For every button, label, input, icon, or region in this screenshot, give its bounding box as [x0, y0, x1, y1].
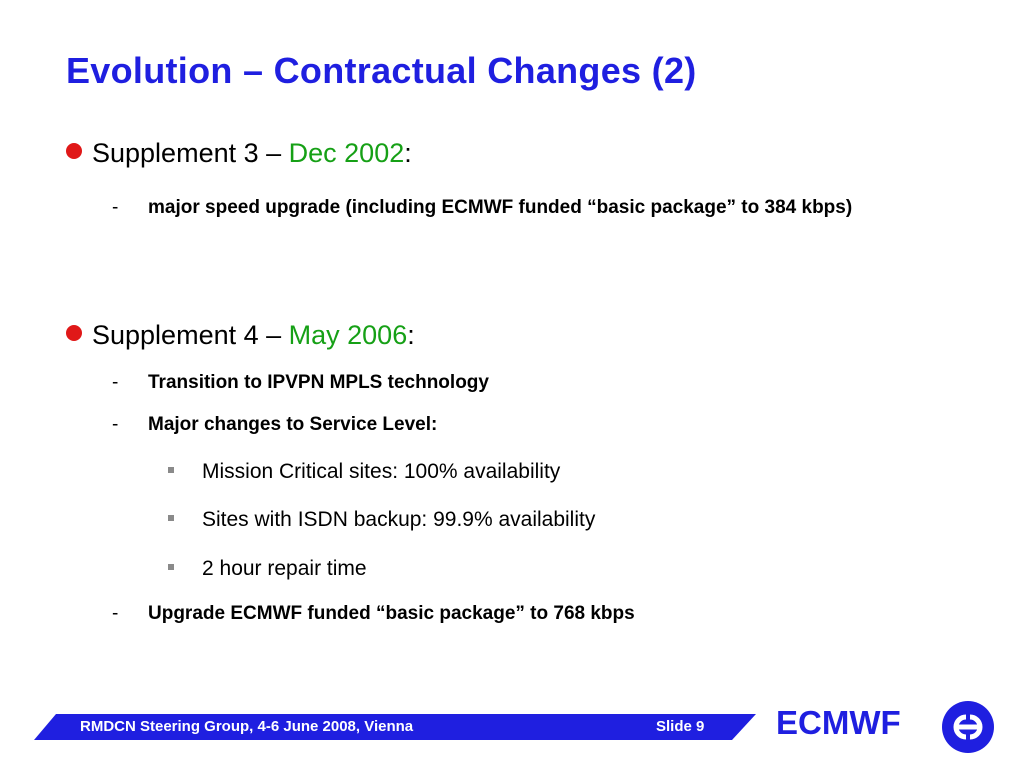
- bullet-supplement-3: Supplement 3 – Dec 2002:: [66, 138, 412, 169]
- service-level-text: Mission Critical sites: 100% availabilit…: [202, 460, 561, 483]
- supplement-4-date: May 2006: [288, 320, 408, 350]
- square-bullet-icon: [168, 564, 174, 570]
- ecmwf-logo-icon: [942, 701, 994, 753]
- dash-bullet: -: [112, 372, 119, 393]
- slide-title: Evolution – Contractual Changes (2): [66, 50, 697, 91]
- service-level-text: 2 hour repair time: [202, 557, 367, 580]
- service-level-item: Mission Critical sites: 100% availabilit…: [168, 460, 560, 484]
- bullet-supplement-4: Supplement 4 – May 2006:: [66, 320, 415, 351]
- square-bullet-icon: [168, 467, 174, 473]
- dash-bullet: -: [112, 603, 119, 624]
- supplement-3-item-text: major speed upgrade (including ECMWF fun…: [148, 197, 853, 218]
- service-level-text: Sites with ISDN backup: 99.9% availabili…: [202, 508, 596, 531]
- footer-event-text: RMDCN Steering Group, 4-6 June 2008, Vie…: [80, 718, 414, 735]
- supplement-3-label: Supplement 3 –: [92, 138, 289, 168]
- square-bullet-icon: [168, 515, 174, 521]
- supplement-3-date: Dec 2002: [288, 138, 405, 168]
- supplement-4-item-text: Transition to IPVPN MPLS technology: [148, 372, 489, 393]
- supplement-4-label: Supplement 4 –: [92, 320, 289, 350]
- service-level-item: Sites with ISDN backup: 99.9% availabili…: [168, 508, 595, 532]
- dash-bullet: -: [112, 197, 119, 218]
- service-level-item: 2 hour repair time: [168, 557, 367, 581]
- red-bullet-icon: [66, 143, 82, 159]
- supplement-4-colon: :: [407, 320, 415, 350]
- footer-bar: [34, 714, 756, 740]
- brand-wordmark: ECMWF: [776, 704, 901, 741]
- supplement-4-item-text: Upgrade ECMWF funded “basic package” to …: [148, 603, 635, 624]
- slide-number: Slide 9: [656, 718, 705, 735]
- red-bullet-icon: [66, 325, 82, 341]
- supplement-3-colon: :: [404, 138, 412, 168]
- dash-bullet: -: [112, 414, 119, 435]
- supplement-4-item-text: Major changes to Service Level:: [148, 414, 438, 435]
